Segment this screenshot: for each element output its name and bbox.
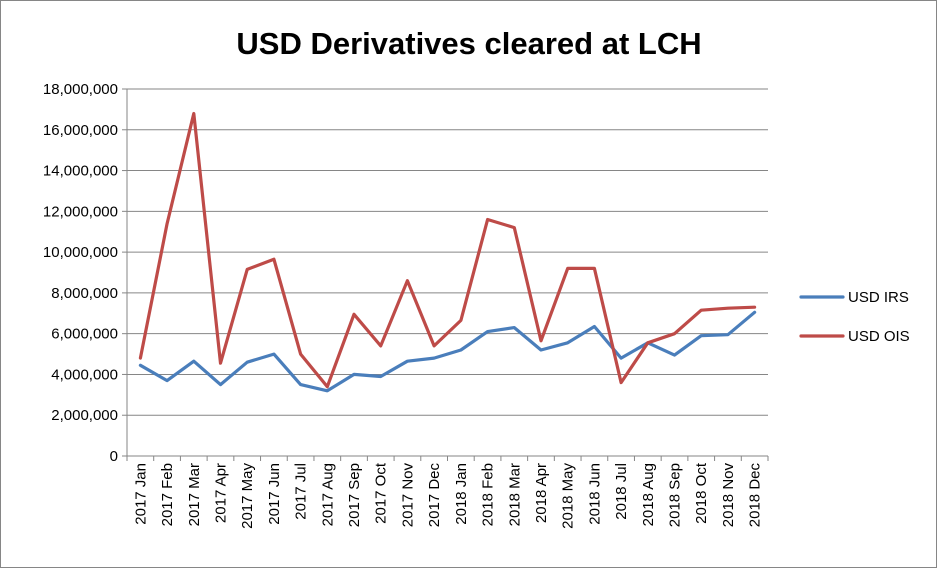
x-tick-label: 2018 Nov bbox=[720, 463, 737, 528]
y-tick-label: 16,000,000 bbox=[43, 122, 118, 139]
x-tick-label: 2018 Dec bbox=[747, 463, 764, 528]
y-tick-label: 10,000,000 bbox=[43, 244, 118, 261]
x-tick-label: 2017 Jul bbox=[293, 463, 310, 520]
gridlines bbox=[127, 88, 768, 416]
legend-label: USD OIS bbox=[848, 328, 910, 345]
y-tick-label: 14,000,000 bbox=[43, 163, 118, 180]
x-tick-label: 2017 Dec bbox=[426, 463, 443, 528]
x-tick-label: 2017 May bbox=[239, 463, 256, 529]
x-tick-label: 2018 Jan bbox=[453, 463, 470, 525]
x-tick-label: 2017 Jun bbox=[266, 463, 283, 525]
y-tick-label: 6,000,000 bbox=[51, 326, 118, 343]
y-tick-label: 12,000,000 bbox=[43, 203, 118, 220]
x-tick-label: 2017 Feb bbox=[159, 463, 176, 526]
x-tick-label: 2017 Jan bbox=[132, 463, 149, 525]
y-tick-label: 0 bbox=[110, 448, 118, 465]
x-tick-label: 2017 Aug bbox=[319, 463, 336, 526]
legend-label: USD IRS bbox=[848, 289, 909, 306]
x-tick-label: 2018 Sep bbox=[667, 463, 684, 527]
x-tick-label: 2018 Jun bbox=[586, 463, 603, 525]
x-tick-label: 2017 Oct bbox=[373, 462, 390, 524]
x-tick-label: 2018 Mar bbox=[506, 463, 523, 526]
x-tick-label: 2018 Feb bbox=[480, 463, 497, 526]
y-tick-label: 4,000,000 bbox=[51, 366, 118, 383]
y-tick-label: 8,000,000 bbox=[51, 285, 118, 302]
x-tick-label: 2017 Apr bbox=[212, 463, 229, 523]
chart-title: USD Derivatives cleared at LCH bbox=[236, 26, 701, 61]
x-tick-label: 2018 Oct bbox=[693, 462, 710, 524]
y-tick-label: 2,000,000 bbox=[51, 407, 118, 424]
x-tick-label: 2018 Aug bbox=[640, 463, 657, 526]
x-tick-label: 2018 Jul bbox=[613, 463, 630, 520]
series-line-usd-ois bbox=[138, 111, 757, 389]
legend: USD IRS USD OIS bbox=[799, 289, 910, 345]
x-tick-label: 2017 Nov bbox=[399, 463, 416, 528]
x-tick-label: 2018 Apr bbox=[533, 463, 550, 523]
plot-series bbox=[138, 111, 757, 393]
axes: 0 2,000,000 4,000,000 6,000,000 8,000,000 10,… bbox=[43, 81, 769, 529]
y-tick-label: 18,000,000 bbox=[43, 81, 118, 98]
x-tick-label: 2017 Mar bbox=[186, 463, 203, 526]
x-tick-label: 2017 Sep bbox=[346, 463, 363, 527]
series-line-usd-irs bbox=[138, 310, 757, 393]
x-tick-label: 2018 May bbox=[560, 463, 577, 529]
